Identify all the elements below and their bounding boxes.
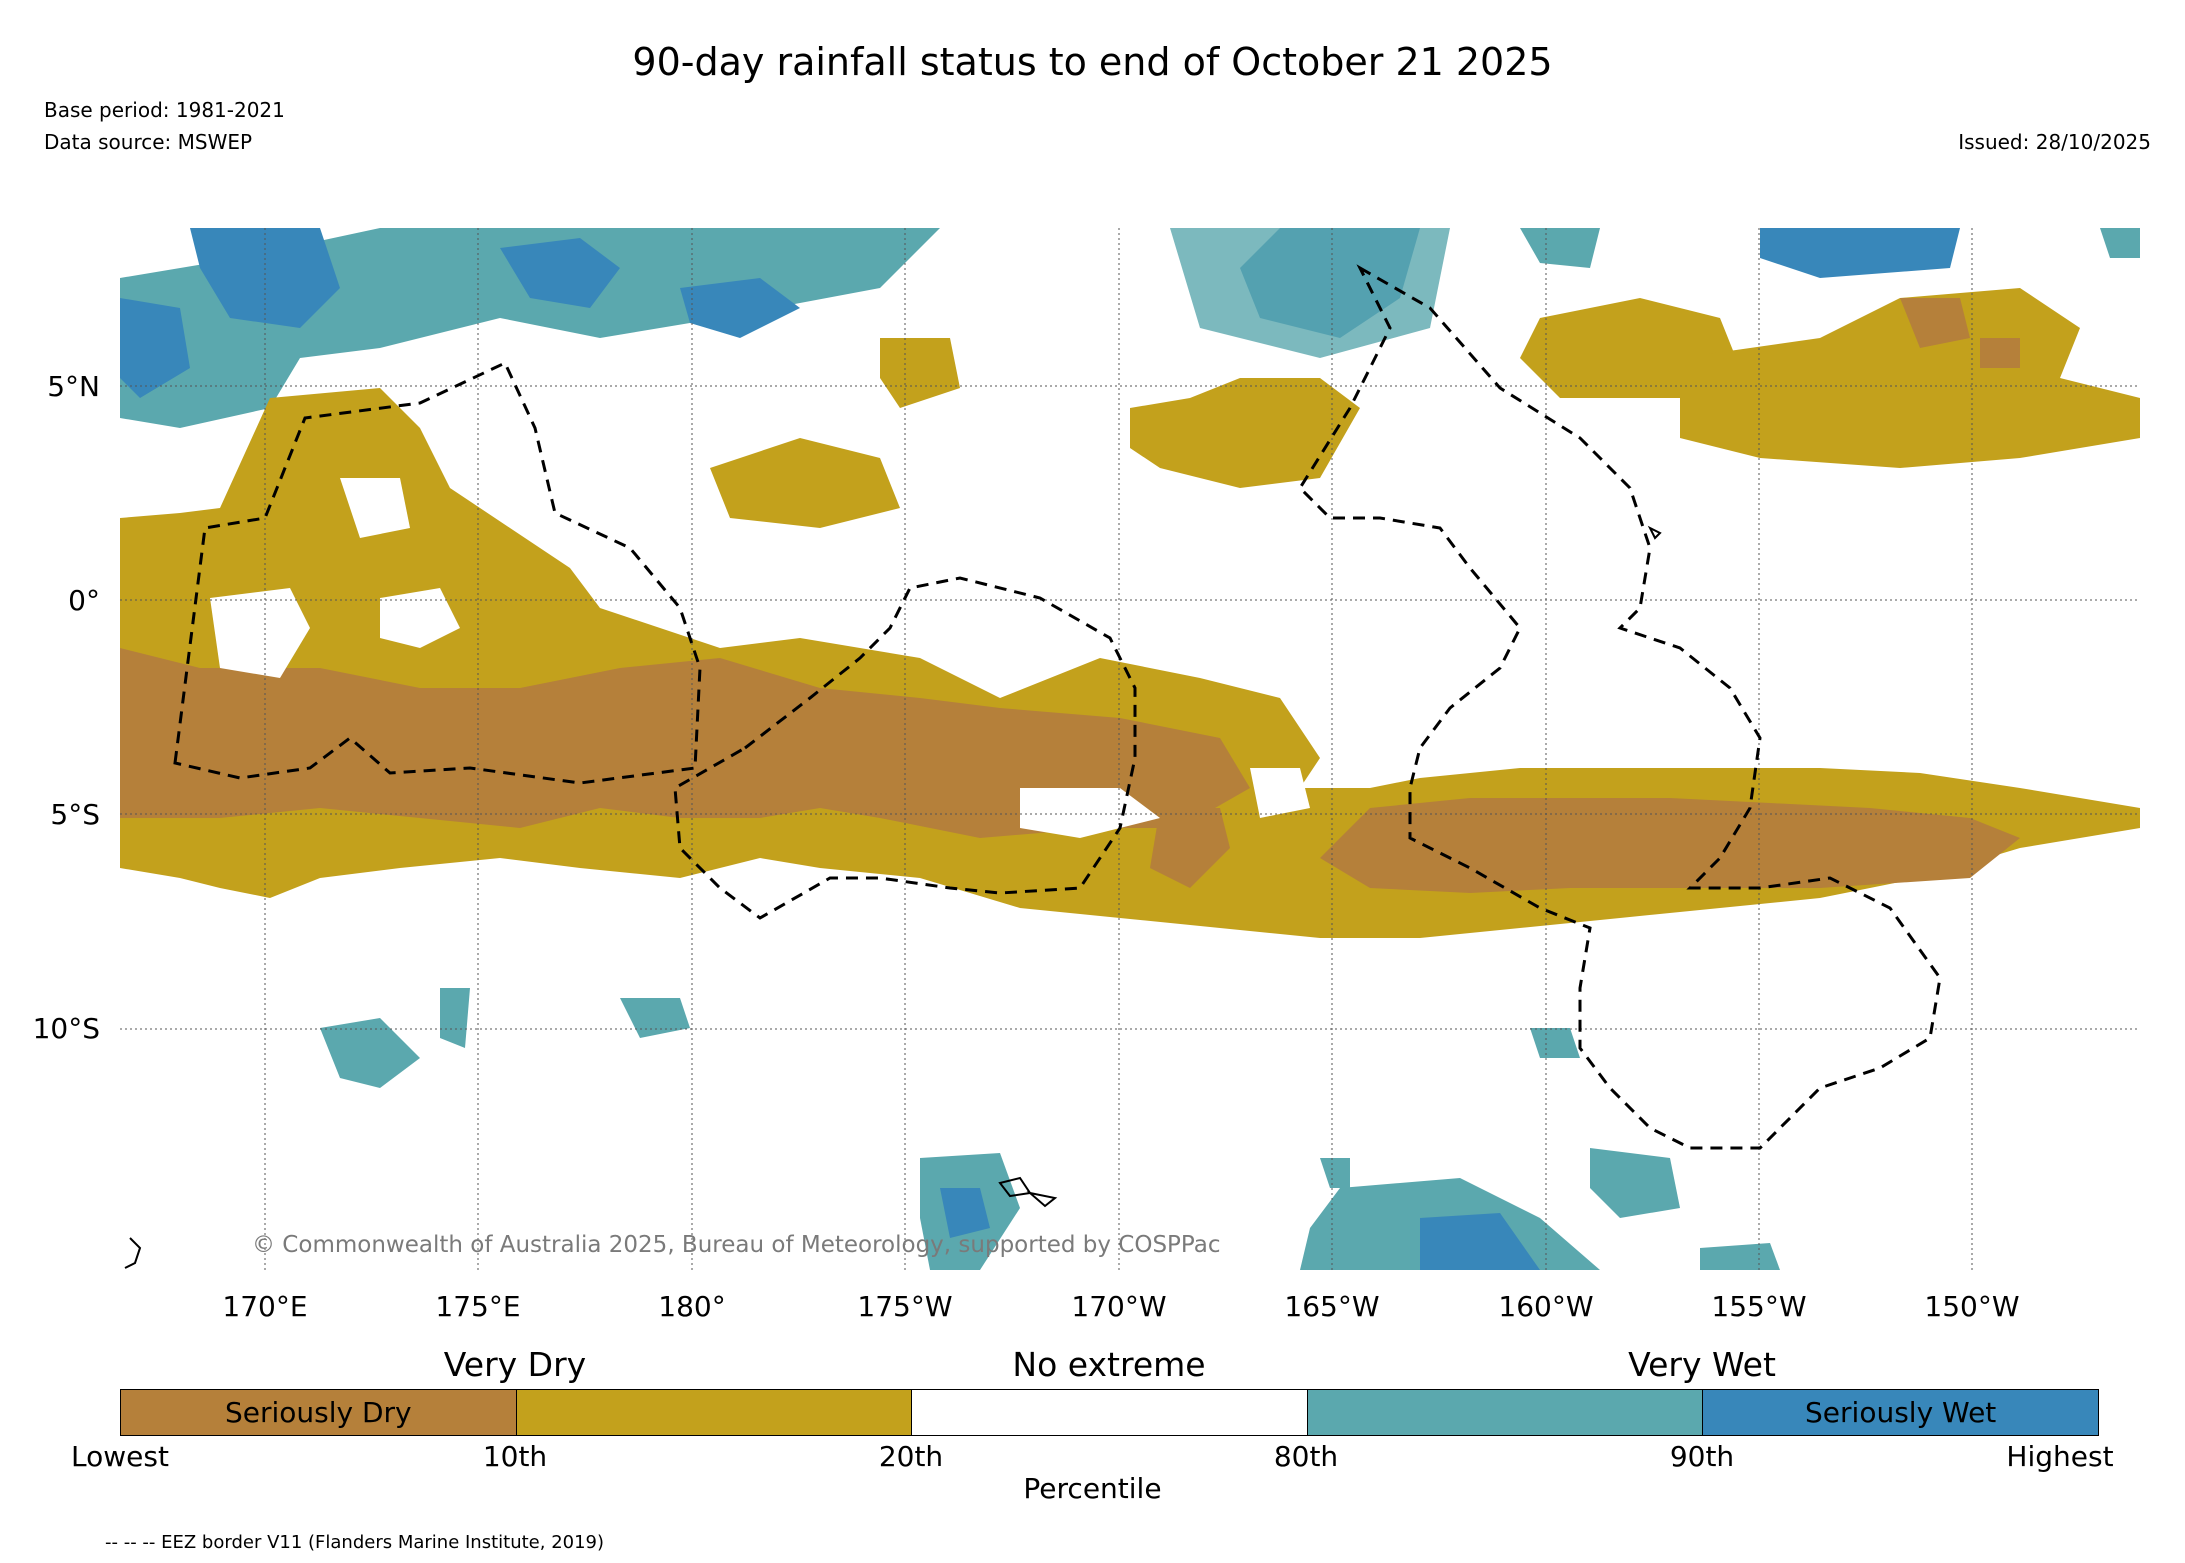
eez-border-note: -- -- -- EEZ border V11 (Flanders Marine… <box>105 1532 605 1553</box>
issued-date: Issued: 28/10/2025 <box>1958 130 2151 154</box>
lon-label-170e: 170°E <box>222 1290 308 1323</box>
legend-category-very-wet: Very Wet <box>1628 1345 1776 1384</box>
lat-label-0: 0° <box>68 584 100 617</box>
lat-label-10s: 10°S <box>32 1012 100 1045</box>
wet-regions <box>120 228 2140 1270</box>
legend-swatch-dry <box>516 1390 913 1435</box>
lon-label-165w: 165°W <box>1284 1290 1380 1323</box>
rainfall-map <box>120 228 2140 1270</box>
lat-label-5n: 5°N <box>47 370 100 403</box>
legend-swatch-seriously-wet: Seriously Wet <box>1703 1390 2098 1435</box>
data-source: Data source: MSWEP <box>44 130 253 154</box>
lon-label-175w: 175°W <box>857 1290 953 1323</box>
base-period: Base period: 1981-2021 <box>44 98 285 122</box>
copyright-notice: © Commonwealth of Australia 2025, Bureau… <box>252 1232 1221 1258</box>
legend-tick-highest: Highest <box>2006 1440 2114 1473</box>
legend-swatch-normal <box>912 1390 1308 1435</box>
legend-category-no-extreme: No extreme <box>1012 1345 1206 1384</box>
legend-tick-80th: 80th <box>1273 1440 1339 1473</box>
lon-label-175e: 175°E <box>435 1290 521 1323</box>
dry-regions <box>120 288 2140 938</box>
legend-tick-20th: 20th <box>878 1440 944 1473</box>
legend-swatch-seriously-dry: Seriously Dry <box>121 1390 517 1435</box>
legend-tick-90th: 90th <box>1669 1440 1735 1473</box>
lon-label-150w: 150°W <box>1924 1290 2020 1323</box>
normal-regions <box>210 478 1310 838</box>
legend-tick-lowest: Lowest <box>71 1440 169 1473</box>
islands <box>124 525 1662 1269</box>
lat-label-5s: 5°S <box>50 798 100 831</box>
legend-colorbar: Seriously Dry Seriously Wet <box>120 1389 2099 1436</box>
eez-borders <box>173 264 1942 1150</box>
legend-seriously-dry-label: Seriously Dry <box>224 1396 412 1429</box>
lon-label-180: 180° <box>658 1290 726 1323</box>
lon-label-160w: 160°W <box>1498 1290 1594 1323</box>
legend-tick-10th: 10th <box>482 1440 548 1473</box>
lon-label-155w: 155°W <box>1711 1290 1807 1323</box>
legend-axis-label: Percentile <box>1023 1472 1162 1505</box>
legend-category-very-dry: Very Dry <box>443 1345 587 1384</box>
legend-swatch-wet <box>1307 1390 1704 1435</box>
lon-label-170w: 170°W <box>1071 1290 1167 1323</box>
legend-seriously-wet-label: Seriously Wet <box>1805 1396 1997 1429</box>
map-title: 90-day rainfall status to end of October… <box>632 40 1553 84</box>
